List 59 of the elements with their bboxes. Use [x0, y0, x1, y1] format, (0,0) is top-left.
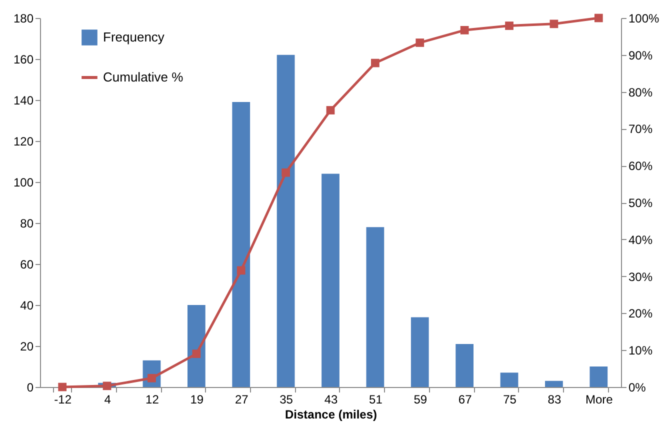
y2-tick-label: 20% — [628, 306, 653, 321]
y-tick-label: 20 — [20, 340, 34, 354]
point — [326, 106, 335, 114]
point — [192, 350, 201, 358]
bar — [456, 344, 474, 387]
y2-tick-label: 10% — [628, 344, 653, 358]
x-tick-label: 43 — [324, 392, 338, 406]
y-tick-label: 40 — [20, 298, 34, 312]
x-tick-label: 75 — [503, 392, 517, 406]
point — [416, 38, 424, 47]
point — [282, 168, 290, 177]
bar — [187, 305, 206, 387]
y-tick-label: 120 — [13, 134, 34, 148]
x-tick-label: -12 — [54, 392, 72, 406]
x-tick-label: 59 — [414, 392, 428, 406]
x-tick-label: 27 — [234, 392, 249, 406]
y2-tick-label: 30% — [628, 270, 653, 284]
y2-tick-label: 50% — [628, 196, 653, 210]
y2-tick-label: 0% — [628, 380, 646, 394]
y-tick-label: 160 — [13, 52, 34, 66]
y2-tick-label: 100% — [628, 12, 660, 26]
y-tick-label: 60 — [20, 258, 34, 272]
point — [371, 58, 380, 68]
bar — [322, 174, 340, 387]
x-tick-label: 67 — [458, 392, 472, 406]
y2-tick-label: 60% — [628, 159, 653, 174]
y2-tick-label: 90% — [628, 48, 653, 62]
bar — [410, 317, 429, 387]
y2-tick-label: 70% — [628, 122, 653, 136]
x-tick-label: More — [585, 392, 614, 406]
bar — [500, 372, 518, 387]
point — [236, 266, 246, 275]
x-tick-label: 12 — [146, 392, 160, 406]
y-tick-label: 100 — [13, 176, 34, 190]
x-tick-label: 4 — [104, 392, 112, 406]
x-tick-label: 35 — [280, 392, 294, 406]
legend-label: Cumulative % — [103, 70, 184, 84]
y2-tick-label: 40% — [628, 232, 653, 247]
y-tick-label: 0 — [26, 380, 34, 394]
x-tick-label: 19 — [190, 392, 204, 406]
bar — [232, 102, 250, 387]
y2-tick-label: 80% — [628, 85, 653, 100]
y-tick-label: 80 — [20, 216, 34, 230]
bar — [590, 366, 608, 387]
bar — [276, 54, 295, 387]
point — [102, 382, 112, 390]
bar — [545, 380, 563, 387]
bar — [366, 227, 384, 387]
y-tick-label: 140 — [13, 94, 34, 108]
x-tick-label: 51 — [369, 392, 383, 406]
point — [594, 14, 603, 22]
point — [460, 26, 469, 34]
point — [58, 382, 67, 392]
point — [550, 20, 558, 28]
legend-label: Frequency — [103, 30, 165, 44]
x-axis-title: Distance (miles) — [284, 408, 378, 422]
point — [505, 22, 514, 30]
x-tick-label: 83 — [548, 392, 562, 406]
y-tick-label: 180 — [13, 12, 34, 26]
